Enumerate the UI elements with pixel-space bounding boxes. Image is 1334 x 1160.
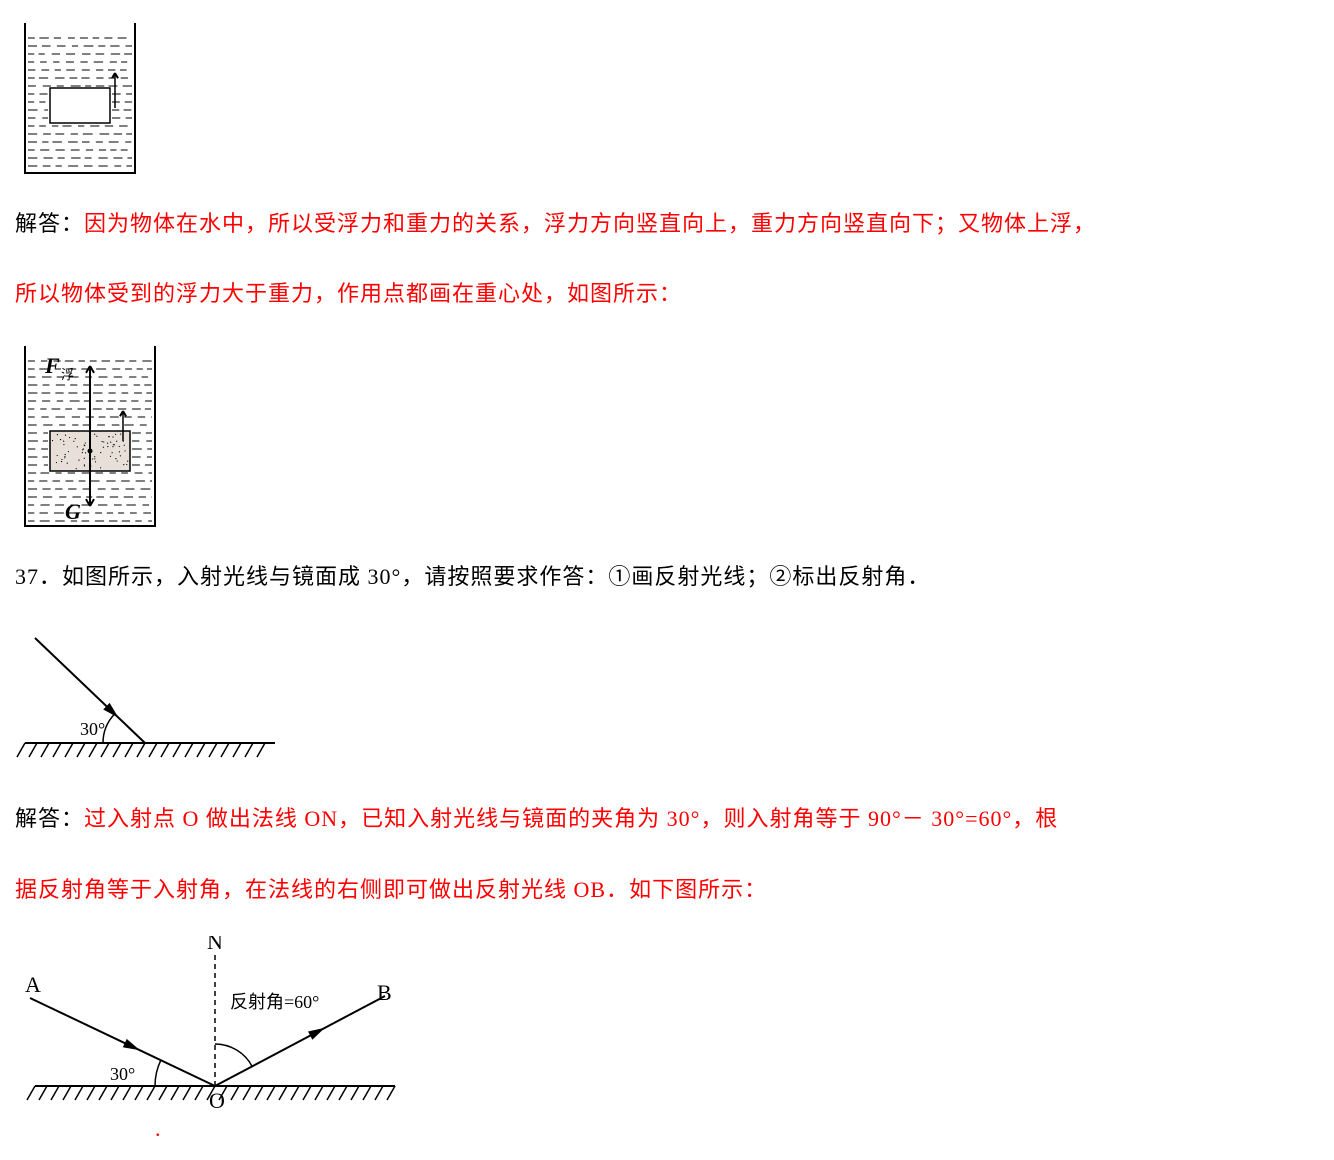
svg-text:G: G [65,499,81,524]
svg-text:浮: 浮 [61,367,74,382]
answer-1-text-1: 因为物体在水中，所以受浮力和重力的关系，浮力方向竖直向上，重力方向竖直向下；又物… [84,211,1096,236]
svg-text:F: F [44,353,60,378]
question-37: 37．如图所示，入射光线与镜面成 30°，请按照要求作答：①画反射光线；②标出反… [15,553,1319,601]
trailing-dot: . [155,1116,161,1141]
diagram-reflection-answer: A N B O 30° 反射角=60° . [15,936,1319,1142]
buoyancy-forces-svg: F浮 G [15,341,165,531]
incident-ray-svg: 30° [15,623,295,773]
answer-2-text-1: 过入射点 O 做出法线 ON，已知入射光线与镜面的夹角为 30°，则入射角等于 … [84,806,1058,831]
reflection-full-svg: A N B O 30° 反射角=60° [15,936,415,1116]
question-37-text: 如图所示，入射光线与镜面成 30°，请按照要求作答：①画反射光线；②标出反射角． [62,564,930,589]
diagram-buoyancy-answer: F浮 G [15,341,1319,531]
buoyancy-container-svg [15,18,145,178]
answer-label-2: 解答： [15,806,84,831]
svg-text:反射角=60°: 反射角=60° [230,992,319,1012]
diagram-reflection-question: 30° [15,623,1319,773]
answer-1-line-1: 解答：因为物体在水中，所以受浮力和重力的关系，浮力方向竖直向上，重力方向竖直向下… [15,200,1319,248]
answer-2-line-1: 解答：过入射点 O 做出法线 ON，已知入射光线与镜面的夹角为 30°，则入射角… [15,795,1319,843]
answer-2-line-2: 据反射角等于入射角，在法线的右侧即可做出反射光线 OB．如下图所示： [15,866,1319,914]
svg-text:A: A [25,972,41,997]
svg-text:N: N [207,936,223,954]
answer-1-line-2: 所以物体受到的浮力大于重力，作用点都画在重心处，如图所示： [15,270,1319,318]
svg-text:30°: 30° [80,719,105,739]
answer-label: 解答： [15,211,84,236]
svg-text:O: O [209,1088,225,1113]
question-37-number: 37． [15,564,62,589]
svg-text:30°: 30° [110,1064,135,1084]
svg-text:B: B [377,980,392,1005]
diagram-buoyancy-question [15,18,1319,178]
